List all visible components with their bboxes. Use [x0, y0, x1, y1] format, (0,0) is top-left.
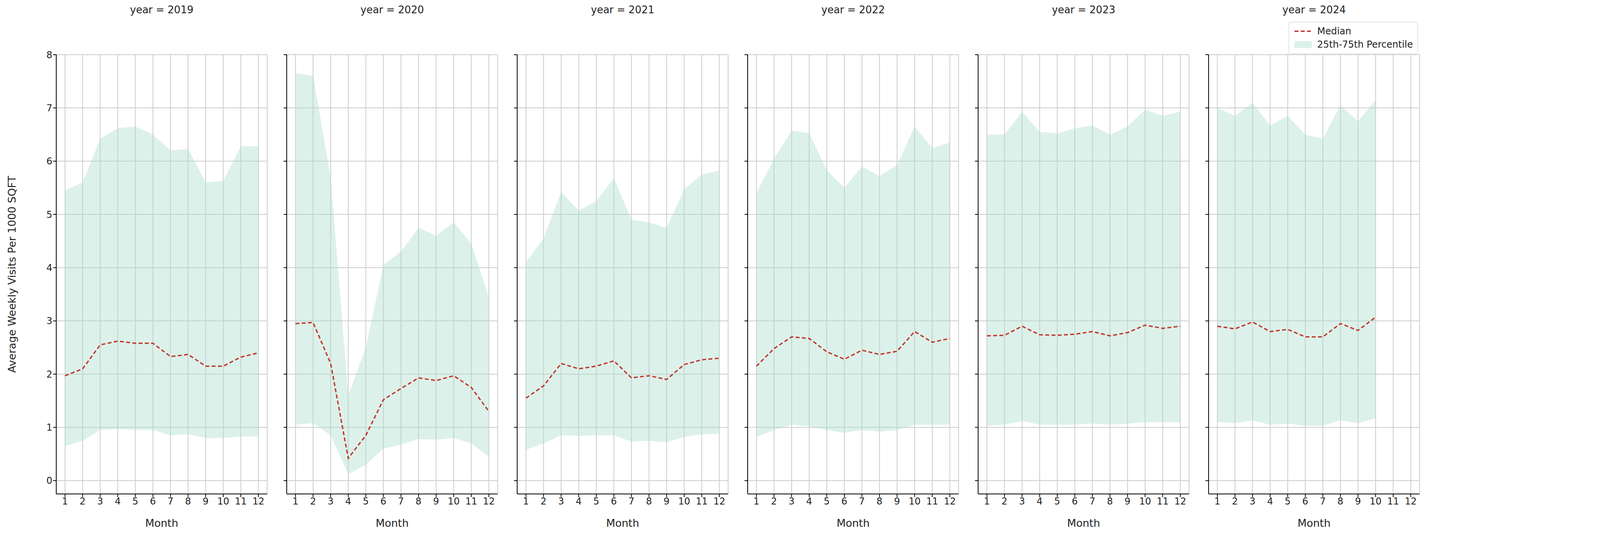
svg-text:2: 2	[1232, 496, 1238, 508]
html-text:year = 2020: year = 2020	[360, 3, 424, 16]
svg-text:5: 5	[1054, 496, 1061, 508]
svg-text:9: 9	[663, 496, 670, 508]
svg-text:10: 10	[678, 496, 691, 508]
svg-text:6: 6	[150, 496, 156, 508]
svg-text:5: 5	[823, 496, 830, 508]
svg-text:Month: Month	[375, 517, 409, 530]
html-text:year = 2023: year = 2023	[1051, 3, 1116, 16]
svg-text:11: 11	[1156, 496, 1169, 508]
svg-text:10: 10	[1369, 496, 1382, 508]
svg-text:7: 7	[46, 102, 53, 114]
svg-text:12: 12	[482, 496, 495, 508]
svg-text:3: 3	[1249, 496, 1256, 508]
svg-text:Month: Month	[606, 517, 640, 530]
svg-text:3: 3	[788, 496, 795, 508]
svg-text:9: 9	[1124, 496, 1131, 508]
svg-text:1: 1	[292, 496, 299, 508]
svg-text:6: 6	[1071, 496, 1078, 508]
svg-text:6: 6	[46, 155, 53, 167]
svg-text:4: 4	[345, 496, 352, 508]
svg-text:2: 2	[46, 369, 53, 381]
svg-text:5: 5	[1284, 496, 1291, 508]
svg-text:0: 0	[46, 475, 53, 487]
svg-text:7: 7	[628, 496, 635, 508]
svg-text:4: 4	[1267, 496, 1274, 508]
html-text:year = 2019: year = 2019	[130, 3, 194, 16]
html-text:25th-75th Percentile: 25th-75th Percentile	[1317, 39, 1413, 50]
svg-text:11: 11	[234, 496, 247, 508]
svg-text:9: 9	[202, 496, 209, 508]
svg-text:10: 10	[908, 496, 921, 508]
svg-text:7: 7	[398, 496, 404, 508]
svg-text:12: 12	[252, 496, 265, 508]
svg-text:1: 1	[1214, 496, 1221, 508]
svg-text:Average Weekly Visits Per 1000: Average Weekly Visits Per 1000 SQFT	[5, 175, 18, 374]
svg-text:10: 10	[217, 496, 230, 508]
svg-text:12: 12	[713, 496, 726, 508]
svg-text:5: 5	[593, 496, 600, 508]
svg-text:2: 2	[79, 496, 86, 508]
svg-text:1: 1	[523, 496, 529, 508]
html-text:year = 2021: year = 2021	[590, 3, 655, 16]
svg-text:3: 3	[46, 315, 53, 327]
svg-text:12: 12	[1404, 496, 1417, 508]
svg-text:8: 8	[1337, 496, 1344, 508]
svg-text:6: 6	[380, 496, 387, 508]
svg-text:8: 8	[415, 496, 422, 508]
svg-text:1: 1	[753, 496, 760, 508]
svg-text:7: 7	[1089, 496, 1096, 508]
svg-text:5: 5	[132, 496, 139, 508]
svg-text:3: 3	[97, 496, 104, 508]
svg-text:12: 12	[1174, 496, 1187, 508]
html-text:year = 2024: year = 2024	[1282, 3, 1346, 16]
svg-text:1: 1	[62, 496, 68, 508]
svg-text:7: 7	[1319, 496, 1326, 508]
svg-text:2: 2	[1001, 496, 1008, 508]
svg-text:2: 2	[771, 496, 777, 508]
svg-text:Month: Month	[145, 517, 179, 530]
svg-text:4: 4	[1036, 496, 1043, 508]
svg-text:8: 8	[876, 496, 883, 508]
svg-text:1: 1	[983, 496, 990, 508]
html-text:year = 2022: year = 2022	[821, 3, 885, 16]
svg-text:9: 9	[433, 496, 440, 508]
svg-text:Month: Month	[1067, 517, 1101, 530]
svg-text:12: 12	[943, 496, 956, 508]
svg-text:8: 8	[1107, 496, 1113, 508]
svg-text:2: 2	[310, 496, 317, 508]
svg-text:10: 10	[1139, 496, 1152, 508]
svg-text:4: 4	[806, 496, 813, 508]
svg-text:8: 8	[185, 496, 192, 508]
svg-text:6: 6	[1302, 496, 1309, 508]
svg-text:11: 11	[465, 496, 478, 508]
svg-text:Month: Month	[1297, 517, 1331, 530]
svg-text:8: 8	[46, 49, 53, 61]
svg-text:11: 11	[926, 496, 939, 508]
svg-text:5: 5	[46, 209, 53, 221]
html-text:Median: Median	[1317, 25, 1352, 37]
svg-text:10: 10	[447, 496, 460, 508]
svg-text:3: 3	[1019, 496, 1025, 508]
svg-text:6: 6	[610, 496, 617, 508]
svg-text:4: 4	[575, 496, 582, 508]
svg-text:1: 1	[46, 422, 53, 434]
svg-text:2: 2	[540, 496, 547, 508]
svg-text:4: 4	[46, 262, 53, 274]
svg-text:11: 11	[695, 496, 708, 508]
svg-text:9: 9	[1355, 496, 1361, 508]
svg-text:3: 3	[327, 496, 334, 508]
svg-text:5: 5	[362, 496, 369, 508]
svg-text:4: 4	[114, 496, 121, 508]
svg-text:7: 7	[167, 496, 174, 508]
svg-text:9: 9	[894, 496, 900, 508]
svg-text:3: 3	[558, 496, 565, 508]
svg-text:6: 6	[841, 496, 848, 508]
svg-text:Month: Month	[836, 517, 870, 530]
svg-text:7: 7	[858, 496, 865, 508]
svg-text:8: 8	[646, 496, 652, 508]
svg-text:11: 11	[1387, 496, 1400, 508]
